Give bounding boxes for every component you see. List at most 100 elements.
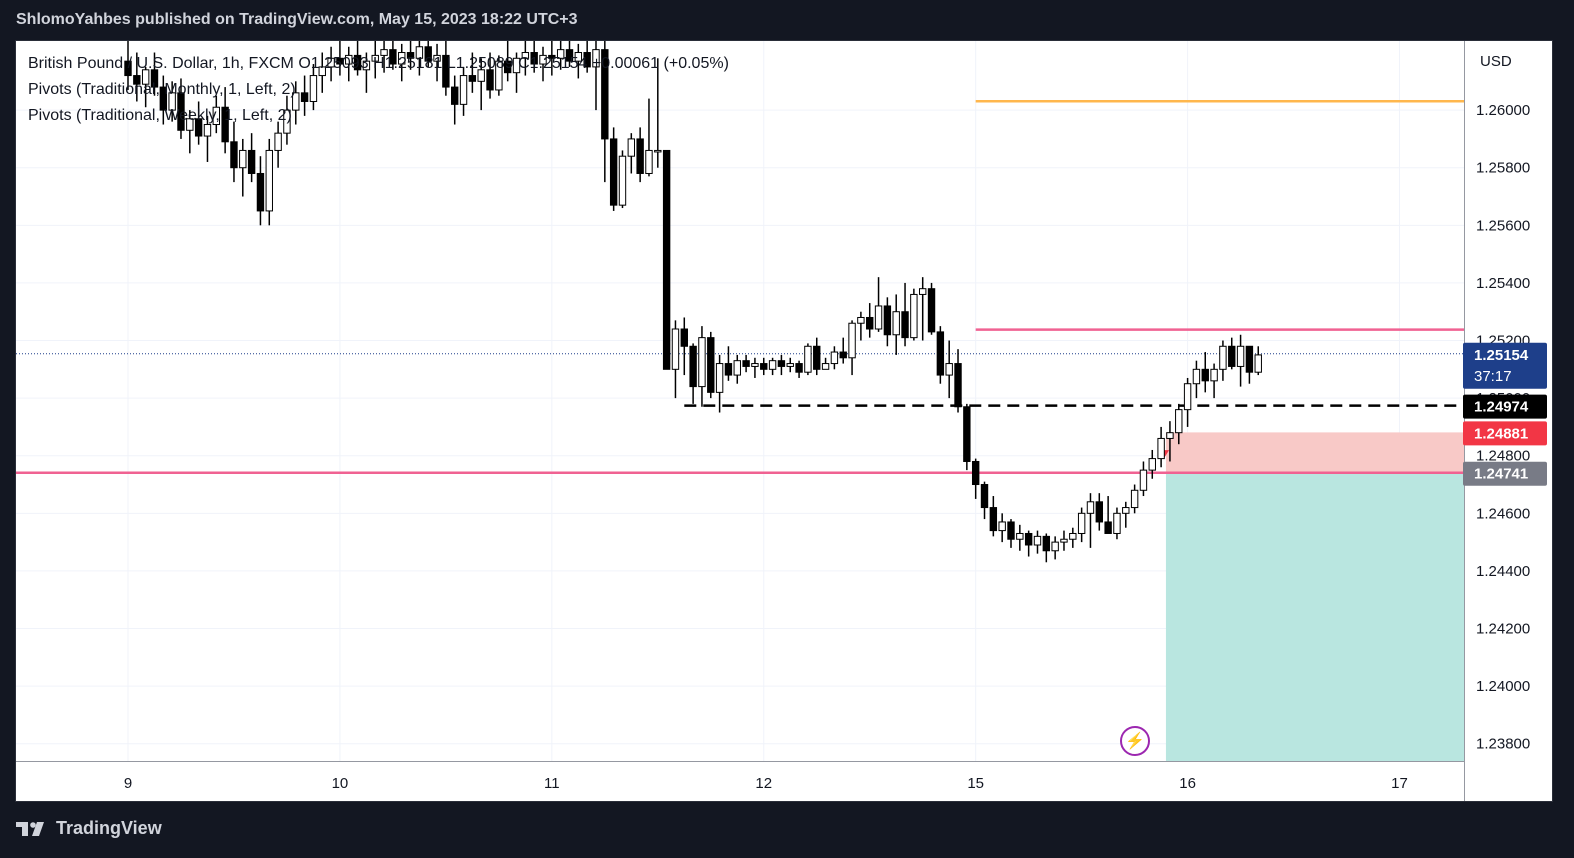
candle-body [989, 507, 998, 532]
candle-body [212, 106, 221, 126]
candle [442, 41, 450, 96]
symbol-legend[interactable]: British Pound / U.S. Dollar, 1h, FXCM O1… [28, 55, 729, 72]
candle-body [503, 60, 512, 74]
candle [150, 52, 159, 96]
candle-body [1166, 432, 1174, 439]
candle-body [1254, 354, 1262, 373]
candle-body [556, 49, 565, 59]
candle-body [919, 288, 927, 295]
candle-body [424, 46, 432, 62]
candle-body [1175, 409, 1183, 434]
candle [1219, 340, 1227, 381]
candle [398, 43, 406, 82]
candle-body [1157, 437, 1165, 460]
candle-body [768, 360, 777, 370]
stop-price-badge-text: 1.24881 [1474, 425, 1528, 442]
candle [309, 64, 318, 111]
candle-body [707, 337, 715, 393]
candle-body [1007, 521, 1015, 540]
pivot-price-badge-text: 1.24741 [1474, 466, 1528, 483]
candle [857, 311, 865, 341]
candle-body [848, 322, 856, 359]
entry-price-badge-text: 1.24974 [1474, 399, 1529, 416]
candle-body [980, 484, 989, 509]
candle-body [512, 57, 521, 74]
current-price-badge-text: 1.25154 [1474, 347, 1529, 364]
candle [786, 357, 794, 373]
candle-body [477, 69, 485, 82]
candle-body [751, 363, 759, 367]
candle-body [760, 363, 768, 370]
candle [583, 41, 591, 73]
candle [627, 133, 636, 174]
candle-body [539, 54, 547, 65]
candle-body [1228, 345, 1236, 367]
price-tick-label: 1.24400 [1476, 563, 1530, 580]
candle [521, 41, 530, 76]
candle-body [945, 363, 953, 376]
candle [565, 41, 574, 67]
candle-body [1130, 489, 1139, 509]
candle [380, 41, 388, 73]
time-tick-label: 10 [332, 775, 349, 792]
take-profit-zone [1165, 472, 1464, 761]
candle-body [565, 49, 574, 62]
candle [1157, 426, 1165, 468]
candle [203, 115, 212, 162]
candle [751, 357, 759, 378]
price-tick-label: 1.25600 [1476, 217, 1530, 234]
candle [141, 66, 150, 108]
candle [327, 46, 335, 82]
candle-body [486, 69, 494, 91]
candle-body [318, 66, 326, 77]
candle-body [327, 57, 335, 68]
footer-brand[interactable]: TradingView [16, 818, 162, 839]
candle [636, 127, 644, 183]
candle [901, 282, 909, 347]
candle [1060, 530, 1068, 551]
candle [760, 357, 768, 376]
candle-body [1024, 532, 1033, 546]
candle [768, 357, 777, 376]
time-axis-pane [16, 761, 1464, 801]
candle-body [1016, 532, 1024, 540]
candle [1175, 403, 1183, 445]
candle [336, 41, 344, 76]
price-axis-pane [1464, 41, 1552, 801]
candle-body [495, 60, 503, 91]
candle-body [715, 363, 724, 393]
candle-body [239, 149, 247, 169]
pivots-weekly-legend[interactable]: Pivots (Traditional, Weekly, 1, Left, 2) [28, 107, 292, 124]
candle [954, 349, 962, 413]
candle-body [1060, 538, 1068, 543]
price-chart[interactable]: USD1.260001.258001.256001.254001.252001.… [16, 41, 1552, 801]
candle-body [1095, 501, 1103, 523]
candle-body [910, 293, 918, 339]
candle-body [627, 138, 636, 157]
lightning-icon[interactable]: ⚡ [1120, 726, 1150, 756]
candle [168, 81, 176, 122]
candle-body [442, 54, 450, 88]
tradingview-wordmark: TradingView [56, 818, 162, 838]
candle [548, 41, 556, 76]
candle-body [1219, 345, 1227, 370]
candle-body [680, 328, 688, 347]
candle [645, 98, 653, 177]
candle [715, 354, 724, 413]
candle-body [124, 60, 132, 77]
candle [777, 354, 786, 376]
candle-body [645, 149, 653, 174]
candle-body [521, 52, 530, 59]
candle-body [292, 92, 300, 111]
candle-body [336, 57, 344, 65]
candle-body [168, 92, 176, 111]
candle-body [592, 49, 600, 68]
candle [892, 294, 900, 355]
time-tick-label: 9 [124, 775, 132, 792]
pivots-monthly-legend[interactable]: Pivots (Traditional, Monthly, 1, Left, 2… [28, 81, 296, 98]
candle [742, 354, 750, 373]
candle-body [1051, 541, 1059, 552]
candle [989, 496, 998, 537]
candle [795, 360, 803, 378]
candle [910, 288, 918, 341]
